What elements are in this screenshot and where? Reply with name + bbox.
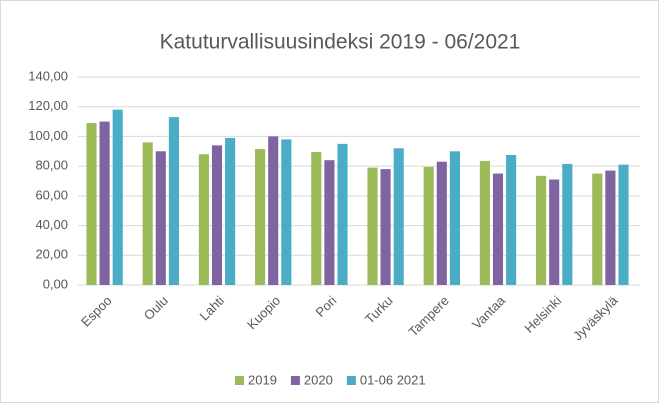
bar	[506, 155, 517, 285]
legend-swatch	[235, 376, 244, 385]
bar	[562, 163, 573, 285]
bar	[281, 139, 292, 285]
bar	[380, 169, 391, 285]
y-tick-label: 20,00	[35, 247, 68, 262]
bar	[142, 142, 153, 285]
bar	[367, 167, 378, 285]
legend-swatch	[290, 376, 300, 385]
y-tick-label: 120,00	[28, 98, 68, 113]
bar	[198, 154, 209, 285]
bar	[492, 173, 504, 285]
legend-label: 01-06 2021	[360, 372, 426, 387]
bar	[112, 109, 123, 285]
legend-label: 2019	[248, 372, 277, 387]
bar	[268, 136, 279, 285]
bar	[436, 161, 447, 285]
bar	[155, 151, 166, 285]
legend-swatch	[346, 376, 356, 385]
legend-label: 2020	[304, 372, 333, 387]
bar	[311, 152, 322, 285]
bar	[324, 160, 335, 285]
bar	[255, 149, 266, 285]
bar	[536, 175, 547, 285]
y-tick-label: 0,00	[43, 276, 68, 291]
bar	[99, 121, 110, 285]
bar	[86, 123, 97, 285]
bar	[479, 160, 490, 285]
bar	[449, 151, 460, 285]
bar	[168, 117, 179, 285]
bar	[393, 148, 404, 285]
chart-title: Katuturvallisuusindeksi 2019 - 06/2021	[160, 31, 521, 54]
bar	[337, 143, 348, 285]
y-tick-label: 40,00	[35, 217, 68, 232]
bar	[211, 145, 223, 285]
y-tick-label: 60,00	[35, 187, 68, 202]
y-tick-label: 80,00	[35, 158, 68, 173]
bar	[592, 173, 603, 285]
bar	[618, 164, 629, 285]
y-tick-label: 140,00	[28, 68, 68, 83]
bar	[605, 170, 616, 285]
bar	[423, 166, 434, 285]
bar	[549, 179, 560, 285]
y-tick-label: 100,00	[28, 128, 68, 143]
bar	[225, 137, 236, 285]
